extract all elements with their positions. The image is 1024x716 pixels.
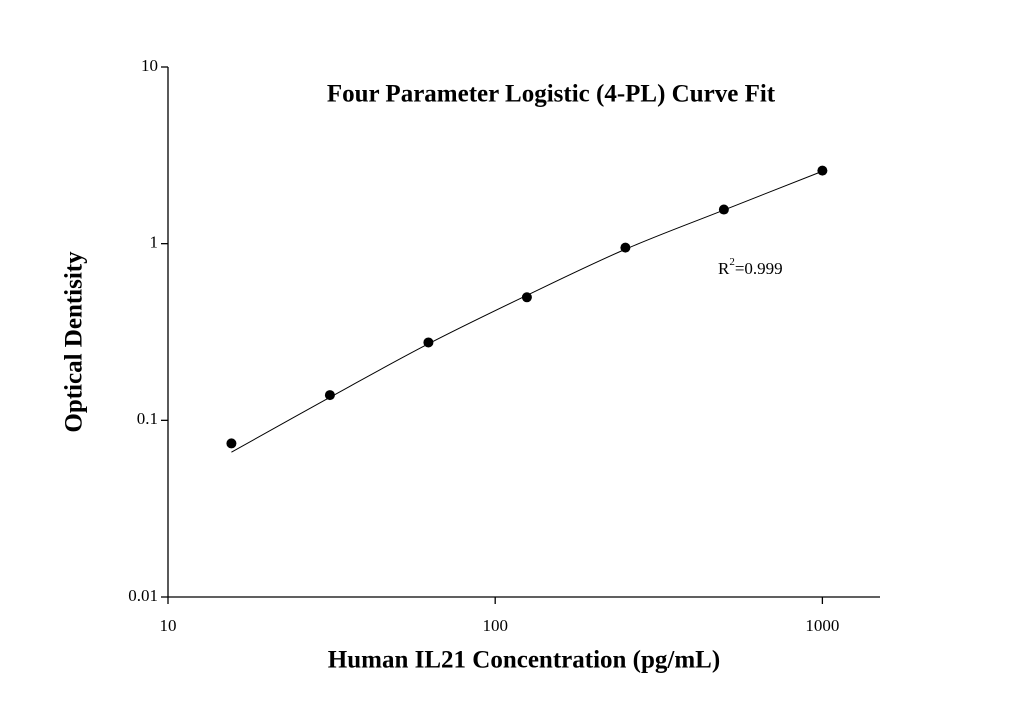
data-point [718,204,729,215]
data-point [620,242,631,253]
y-tick-label: 10 [141,56,158,75]
chart-title: Four Parameter Logistic (4-PL) Curve Fit [327,81,776,108]
data-point [521,292,532,303]
data-point [817,165,828,176]
annotation: R2=0.999 [718,256,783,278]
fit-curve [231,170,823,453]
y-axis-label: Optical Dentisity [61,251,88,433]
data-point [324,390,335,401]
y-tick-label: 0.1 [137,409,158,428]
x-tick-label: 10 [160,616,177,635]
data-point [423,337,434,348]
y-tick-label: 0.01 [128,586,158,605]
x-tick-label: 100 [482,616,508,635]
x-tick-label: 1000 [805,616,839,635]
y-tick-label: 1 [150,233,159,252]
data-point [226,438,237,449]
x-axis-label: Human IL21 Concentration (pg/mL) [328,647,720,674]
